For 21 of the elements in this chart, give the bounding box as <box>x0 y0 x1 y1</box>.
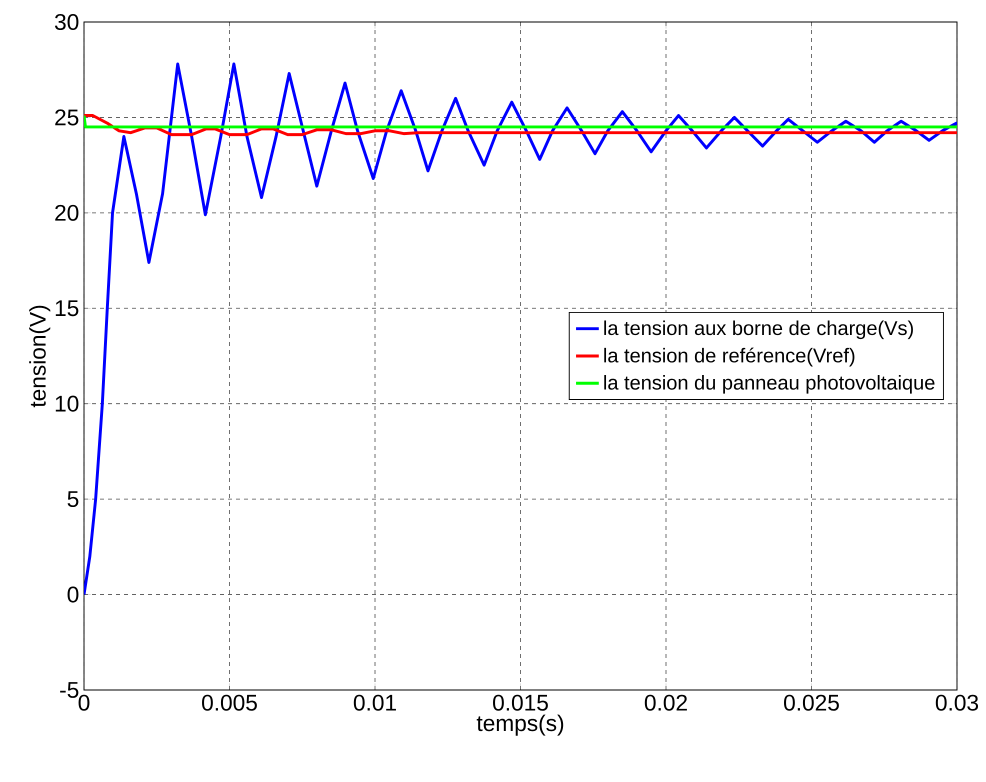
x-tick-label: 0.025 <box>784 694 839 711</box>
x-tick-label: 0.02 <box>644 694 687 711</box>
line-series <box>84 62 957 596</box>
x-tick-label: 0.005 <box>202 694 257 711</box>
y-tick-label: 0 <box>68 586 78 603</box>
x-tick-label: 0.03 <box>936 694 978 711</box>
x-tick-label: 0 <box>78 694 90 711</box>
y-axis-title: tension(V) <box>29 306 50 408</box>
y-tick-label: 10 <box>56 396 78 412</box>
y-tick-label: 30 <box>54 14 78 30</box>
y-tick-label: -5 <box>60 682 78 698</box>
y-tick-label: 25 <box>55 109 78 126</box>
x-tick-label: 0.01 <box>354 694 396 711</box>
legend-label: la tension aux borne de charge(Vs) <box>604 320 913 340</box>
y-tick-label: 5 <box>68 491 78 508</box>
legend-label: la tension du panneau photovoltaique <box>604 375 934 394</box>
y-tick-label: 20 <box>55 204 78 221</box>
x-axis-title: temps(s) <box>476 714 564 736</box>
legend-label: la tension de reférence(Vref) <box>604 348 854 366</box>
x-tick-label: 0.015 <box>493 694 548 711</box>
y-tick-label: 15 <box>56 300 78 316</box>
